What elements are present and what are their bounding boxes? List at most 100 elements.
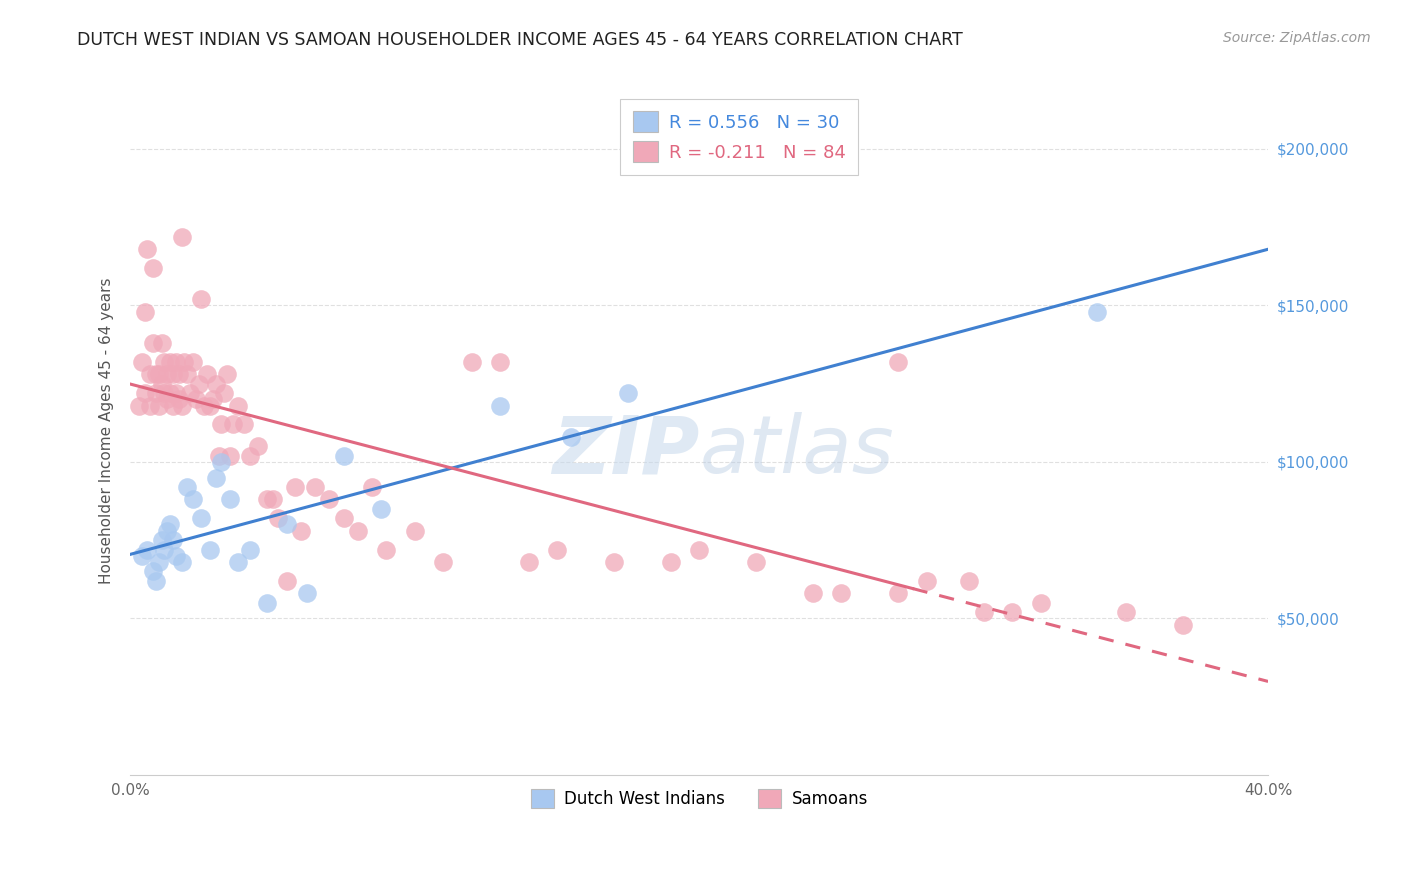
Point bbox=[284, 480, 307, 494]
Point bbox=[145, 386, 167, 401]
Point bbox=[187, 376, 209, 391]
Point bbox=[190, 292, 212, 306]
Point bbox=[915, 574, 938, 588]
Point bbox=[167, 368, 190, 382]
Point bbox=[295, 586, 318, 600]
Point bbox=[219, 449, 242, 463]
Point bbox=[165, 386, 187, 401]
Point bbox=[745, 555, 768, 569]
Point bbox=[204, 470, 226, 484]
Point bbox=[290, 524, 312, 538]
Legend: Dutch West Indians, Samoans: Dutch West Indians, Samoans bbox=[524, 782, 875, 814]
Point bbox=[150, 335, 173, 350]
Y-axis label: Householder Income Ages 45 - 64 years: Householder Income Ages 45 - 64 years bbox=[100, 277, 114, 584]
Point bbox=[193, 399, 215, 413]
Point bbox=[222, 417, 245, 432]
Point bbox=[184, 392, 207, 407]
Point bbox=[201, 392, 224, 407]
Point bbox=[176, 480, 198, 494]
Point bbox=[153, 355, 176, 369]
Point bbox=[156, 368, 179, 382]
Point bbox=[128, 399, 150, 413]
Point bbox=[212, 386, 235, 401]
Point bbox=[145, 574, 167, 588]
Point bbox=[142, 260, 165, 275]
Point bbox=[198, 542, 221, 557]
Point bbox=[195, 368, 218, 382]
Point bbox=[233, 417, 256, 432]
Point bbox=[489, 399, 512, 413]
Point bbox=[432, 555, 454, 569]
Point bbox=[489, 355, 512, 369]
Point bbox=[162, 368, 184, 382]
Point bbox=[546, 542, 568, 557]
Point bbox=[276, 517, 298, 532]
Point bbox=[173, 355, 195, 369]
Point bbox=[156, 392, 179, 407]
Point bbox=[165, 355, 187, 369]
Point bbox=[162, 399, 184, 413]
Point bbox=[617, 386, 640, 401]
Point bbox=[1171, 617, 1194, 632]
Point bbox=[267, 511, 290, 525]
Point bbox=[262, 492, 284, 507]
Point bbox=[145, 368, 167, 382]
Point bbox=[159, 355, 181, 369]
Text: ZIP: ZIP bbox=[551, 412, 699, 491]
Point bbox=[167, 392, 190, 407]
Point bbox=[228, 399, 250, 413]
Point bbox=[603, 555, 626, 569]
Point bbox=[959, 574, 981, 588]
Point bbox=[139, 399, 162, 413]
Point bbox=[1029, 596, 1052, 610]
Point bbox=[1001, 605, 1024, 619]
Point bbox=[170, 399, 193, 413]
Point bbox=[517, 555, 540, 569]
Point bbox=[688, 542, 710, 557]
Text: Source: ZipAtlas.com: Source: ZipAtlas.com bbox=[1223, 31, 1371, 45]
Point bbox=[142, 335, 165, 350]
Point bbox=[153, 386, 176, 401]
Point bbox=[973, 605, 995, 619]
Point bbox=[162, 533, 184, 548]
Point bbox=[136, 542, 159, 557]
Point bbox=[136, 242, 159, 256]
Point bbox=[215, 368, 238, 382]
Point bbox=[134, 304, 156, 318]
Point bbox=[150, 533, 173, 548]
Point bbox=[148, 399, 170, 413]
Point bbox=[170, 555, 193, 569]
Point bbox=[239, 542, 262, 557]
Point bbox=[659, 555, 682, 569]
Point bbox=[1115, 605, 1137, 619]
Point bbox=[228, 555, 250, 569]
Point bbox=[332, 511, 354, 525]
Point bbox=[256, 596, 278, 610]
Point bbox=[159, 386, 181, 401]
Point bbox=[347, 524, 370, 538]
Point bbox=[256, 492, 278, 507]
Point bbox=[460, 355, 482, 369]
Point bbox=[276, 574, 298, 588]
Point bbox=[150, 376, 173, 391]
Point bbox=[361, 480, 384, 494]
Point bbox=[198, 399, 221, 413]
Point bbox=[332, 449, 354, 463]
Point bbox=[139, 368, 162, 382]
Point bbox=[887, 586, 910, 600]
Point bbox=[887, 355, 910, 369]
Point bbox=[148, 368, 170, 382]
Point bbox=[404, 524, 426, 538]
Point bbox=[165, 549, 187, 563]
Point bbox=[176, 368, 198, 382]
Point bbox=[209, 417, 232, 432]
Point bbox=[207, 449, 229, 463]
Point bbox=[181, 355, 204, 369]
Point bbox=[131, 355, 153, 369]
Point bbox=[181, 492, 204, 507]
Point bbox=[370, 501, 392, 516]
Point bbox=[1087, 304, 1109, 318]
Point bbox=[304, 480, 326, 494]
Point bbox=[318, 492, 340, 507]
Point bbox=[239, 449, 262, 463]
